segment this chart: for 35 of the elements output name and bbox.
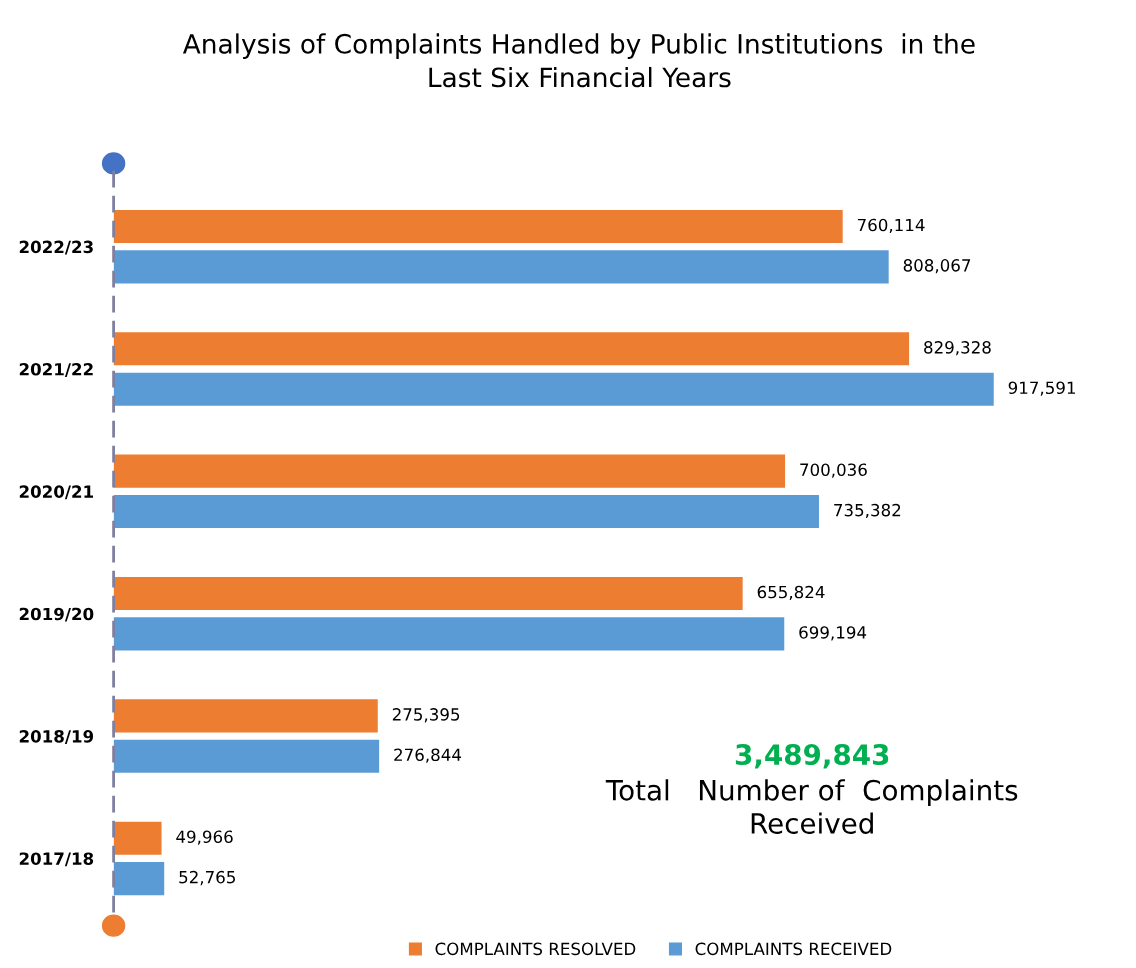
data-label: 808,067 <box>903 259 971 274</box>
bar <box>113 209 843 244</box>
bar <box>113 576 743 611</box>
data-label: 760,114 <box>857 218 925 233</box>
data-label: 52,765 <box>179 870 235 886</box>
bar <box>113 862 165 896</box>
bar <box>113 250 889 284</box>
bar <box>113 617 785 651</box>
y-tick-label: 2017/18 <box>19 852 94 867</box>
data-label: 699,194 <box>799 626 867 641</box>
data-label: 275,395 <box>392 708 460 723</box>
y-tick-label: 2021/22 <box>19 362 93 377</box>
bar <box>113 739 380 773</box>
annotation: 3,489,843 <box>735 744 889 769</box>
bar <box>113 454 786 488</box>
data-label: 700,036 <box>800 463 867 478</box>
data-label: 49,966 <box>176 830 233 845</box>
y-tick-label: 2018/19 <box>19 730 94 744</box>
y-tick-label: 2019/20 <box>19 607 94 622</box>
chart-title: Analysis of Complaints Handled by Public Institutions in the Last Six Financial Years <box>182 33 975 88</box>
data-label: 829,328 <box>924 341 991 356</box>
bar <box>113 372 994 406</box>
annotation: Total Number of Complaints Received <box>605 779 1018 834</box>
bar <box>113 494 819 529</box>
bar <box>113 821 162 855</box>
legend-label: COMPLAINTS RECEIVED <box>695 942 892 956</box>
data-label: 655,824 <box>757 585 825 601</box>
data-label: 735,382 <box>834 503 901 519</box>
bar <box>113 332 910 366</box>
y-tick-label: 2022/23 <box>19 240 93 255</box>
bar <box>113 699 378 733</box>
y-tick-label: 2020/21 <box>19 485 94 500</box>
data-label: 917,591 <box>1008 381 1076 396</box>
legend-label: COMPLAINTS RESOLVED <box>435 942 636 956</box>
data-label: 276,844 <box>394 748 462 763</box>
